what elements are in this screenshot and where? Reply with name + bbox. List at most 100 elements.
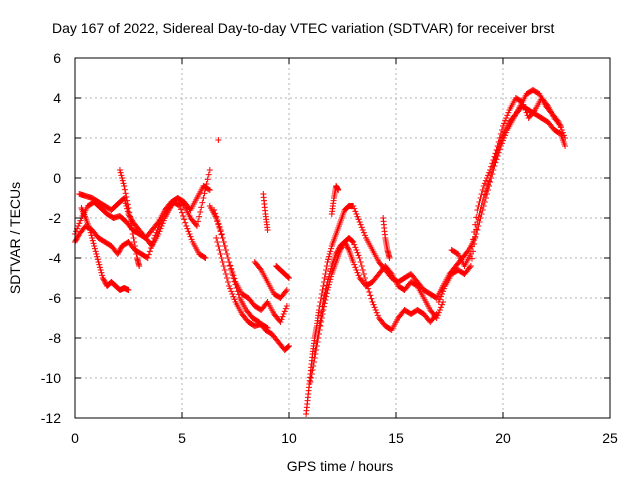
data-point <box>229 271 236 277</box>
series-trace-i <box>251 259 290 301</box>
data-point <box>491 153 498 160</box>
data-point <box>281 308 288 315</box>
data-point <box>131 239 138 245</box>
data-point <box>359 267 366 273</box>
data-point <box>74 233 81 240</box>
data-point <box>387 269 394 276</box>
data-point <box>475 203 482 209</box>
data-point <box>323 267 330 273</box>
data-point <box>223 251 230 257</box>
data-point <box>263 324 270 331</box>
data-point <box>357 259 364 265</box>
data-point <box>226 283 233 289</box>
data-point <box>184 225 191 232</box>
data-point <box>179 209 185 216</box>
data-point <box>119 175 126 181</box>
data-point <box>543 101 550 108</box>
data-point <box>481 180 488 187</box>
data-point <box>351 205 358 212</box>
data-point <box>124 208 131 215</box>
data-point <box>155 231 162 237</box>
x-tick-label: 10 <box>281 430 297 446</box>
data-point <box>206 187 213 193</box>
data-point <box>175 202 182 209</box>
data-point <box>320 307 327 313</box>
data-point <box>562 143 569 149</box>
data-point <box>355 272 362 279</box>
data-point <box>278 316 285 323</box>
data-point <box>310 363 317 369</box>
series-trace-e <box>116 167 143 269</box>
data-point <box>205 171 212 178</box>
data-point <box>505 109 512 116</box>
data-point <box>355 252 362 259</box>
data-point <box>217 227 224 233</box>
data-point <box>472 221 479 228</box>
data-point <box>201 190 208 197</box>
series-trace-p <box>328 183 342 217</box>
data-point <box>97 267 104 273</box>
data-point <box>345 245 352 252</box>
data-point <box>119 177 126 184</box>
data-point <box>116 167 123 173</box>
data-point <box>133 251 140 257</box>
data-point <box>485 172 492 179</box>
data-point <box>73 228 80 235</box>
data-point <box>494 143 501 149</box>
data-point <box>282 288 289 295</box>
data-point <box>220 239 227 245</box>
data-point <box>321 292 328 299</box>
data-point <box>193 223 200 229</box>
data-point <box>308 375 315 381</box>
data-point <box>374 312 381 319</box>
data-point <box>96 264 103 271</box>
data-point <box>126 209 133 216</box>
data-point <box>319 303 326 310</box>
data-point <box>176 203 183 209</box>
data-point <box>229 291 236 297</box>
data-point <box>183 223 190 229</box>
data-point <box>348 237 355 244</box>
data-point <box>95 259 102 265</box>
data-point <box>356 255 363 261</box>
data-point <box>225 279 232 285</box>
data-point <box>486 178 493 185</box>
data-point <box>123 194 130 200</box>
data-point <box>520 101 527 108</box>
data-point <box>356 219 363 225</box>
data-point <box>314 335 321 341</box>
data-point <box>188 236 195 243</box>
data-point <box>470 236 477 243</box>
data-point <box>227 285 234 292</box>
data-point <box>342 240 349 247</box>
data-point <box>317 317 324 324</box>
data-point <box>89 237 96 244</box>
data-point <box>264 325 271 331</box>
y-tick-label: -2 <box>49 210 62 226</box>
data-point <box>223 275 230 281</box>
data-point <box>307 379 314 385</box>
data-point <box>360 271 367 277</box>
data-point <box>212 210 219 217</box>
data-point <box>115 249 122 256</box>
data-point <box>502 117 509 124</box>
data-point <box>488 163 495 170</box>
data-point <box>556 121 563 128</box>
data-point <box>320 299 327 305</box>
data-point <box>497 131 504 137</box>
data-point <box>90 240 97 247</box>
data-point <box>76 220 83 227</box>
series-trace-t <box>448 95 564 269</box>
data-point <box>218 255 225 261</box>
data-point <box>125 287 132 293</box>
data-point <box>129 226 136 233</box>
data-point <box>125 205 132 211</box>
series-trace-j <box>273 263 292 281</box>
data-point <box>475 223 482 229</box>
data-point <box>114 251 121 257</box>
series-trace-s <box>435 103 569 305</box>
data-point <box>483 185 490 191</box>
data-point <box>124 197 131 204</box>
data-point <box>92 248 99 255</box>
